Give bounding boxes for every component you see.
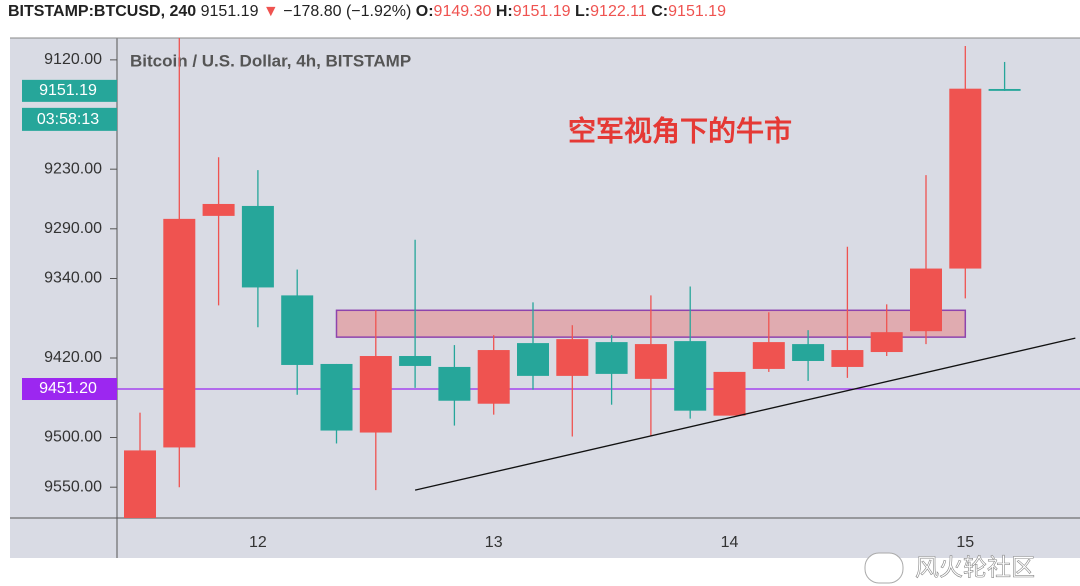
candle-body: [713, 371, 746, 416]
symbol: BITSTAMP:BTCUSD, 240: [8, 3, 197, 20]
l-label: L:: [575, 3, 591, 20]
h-value: 9151.19: [512, 3, 571, 20]
price-badge: [22, 79, 117, 102]
candle-body: [320, 363, 353, 431]
c-label: C:: [651, 3, 669, 20]
o-value: 9149.30: [433, 3, 492, 20]
hline-badge-label: 9451.20: [39, 380, 97, 397]
x-tick-label: 12: [249, 534, 267, 551]
y-tick-label: 9230.00: [44, 160, 102, 177]
candle-body: [870, 332, 903, 353]
y-tick-label: 9500.00: [44, 429, 102, 446]
countdown-badge: [22, 107, 117, 131]
price-badge-label: 9151.19: [39, 82, 97, 99]
watermark: 风火轮社区: [915, 554, 1035, 581]
candle-body: [634, 344, 667, 379]
candle-body: [163, 218, 196, 448]
candle-body: [910, 268, 942, 332]
candle-body: [241, 205, 274, 288]
change: −178.80 (−1.92%): [283, 3, 412, 20]
annotation: 空军视角下的牛市: [568, 114, 792, 146]
y-tick-label: 9340.00: [44, 270, 102, 287]
candle-body: [438, 366, 471, 401]
hline-badge: [22, 378, 117, 401]
y-tick-label: 9420.00: [44, 349, 102, 366]
x-tick-label: 14: [721, 534, 739, 551]
y-tick-label: 9290.00: [44, 220, 102, 237]
x-tick-label: 13: [485, 534, 503, 551]
arrow: ▼: [262, 3, 279, 20]
candle-body: [674, 341, 707, 411]
candle-body: [281, 295, 314, 365]
legend-text: Bitcoin / U.S. Dollar, 4h, BITSTAMP: [130, 51, 411, 70]
candle-body: [792, 344, 825, 361]
candle-body: [595, 342, 628, 374]
l-value: 9122.11: [590, 3, 647, 20]
candle-body: [124, 450, 156, 518]
x-tick-label: 15: [956, 534, 974, 551]
candle-body: [831, 350, 864, 367]
candle-body: [477, 350, 510, 404]
h-label: H:: [495, 3, 513, 20]
candle-body: [359, 356, 392, 433]
candle-body: [949, 88, 982, 269]
candle-body: [988, 88, 1021, 91]
candle-body: [752, 342, 785, 369]
countdown-label: 03:58:13: [37, 111, 99, 128]
y-tick-label: 9550.00: [44, 478, 102, 495]
trendline: [414, 337, 1076, 491]
header: BITSTAMP:BTCUSD, 240 9151.19 ▼ −178.80 (…: [8, 3, 726, 21]
candle-body: [517, 343, 549, 376]
candle-body: [399, 356, 432, 366]
wechat-icon: [864, 552, 904, 584]
last-price: 9151.19: [200, 3, 259, 20]
o-label: O:: [415, 3, 434, 20]
candle-body: [556, 339, 589, 376]
c-value: 9151.19: [668, 3, 726, 20]
candle-body: [202, 203, 235, 216]
y-tick-label: 9120.00: [44, 51, 102, 68]
